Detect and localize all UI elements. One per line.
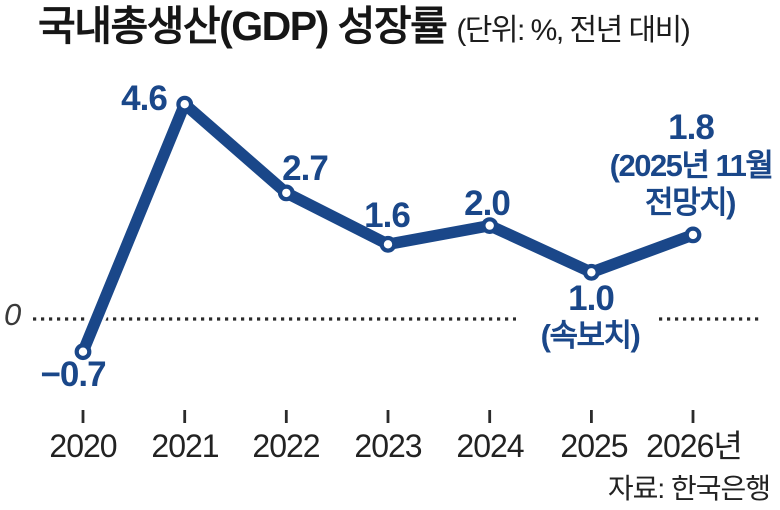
x-axis-label-2020: 2020 <box>49 428 117 464</box>
x-axis-label-2026: 2026년 <box>646 428 743 464</box>
value-label-2025: 1.0 <box>568 279 615 318</box>
value-label-2022: 2.7 <box>282 149 329 188</box>
zero-axis-label: 0 <box>4 297 22 332</box>
value-label-2024: 2.0 <box>464 184 511 223</box>
annotation-2026-forecast-line1: (2025년 11월 <box>609 148 774 183</box>
x-axis-label-2024: 2024 <box>456 428 524 464</box>
value-label-2026: 1.8 <box>668 108 715 147</box>
source-credit: 자료: 한국은행 <box>607 473 771 504</box>
x-axis-label-2022: 2022 <box>252 428 320 464</box>
chart-title: 국내총생산(GDP) 성장률 <box>38 3 448 49</box>
value-label-2020: −0.7 <box>40 355 106 394</box>
value-label-2023: 1.6 <box>364 196 411 235</box>
x-axis-label-2023: 2023 <box>354 428 422 464</box>
x-axis-label-2025: 2025 <box>560 428 628 464</box>
chart-unit-note: (단위: %, 전년 대비) <box>456 14 690 47</box>
x-axis-label-2021: 2021 <box>151 428 219 464</box>
value-label-2021: 4.6 <box>121 79 168 118</box>
annotation-2026-forecast-line2: 전망치) <box>645 185 736 220</box>
annotation-2025-preliminary: (속보치) <box>532 318 648 353</box>
chart-header: 국내총생산(GDP) 성장률 (단위: %, 전년 대비) <box>38 3 691 49</box>
